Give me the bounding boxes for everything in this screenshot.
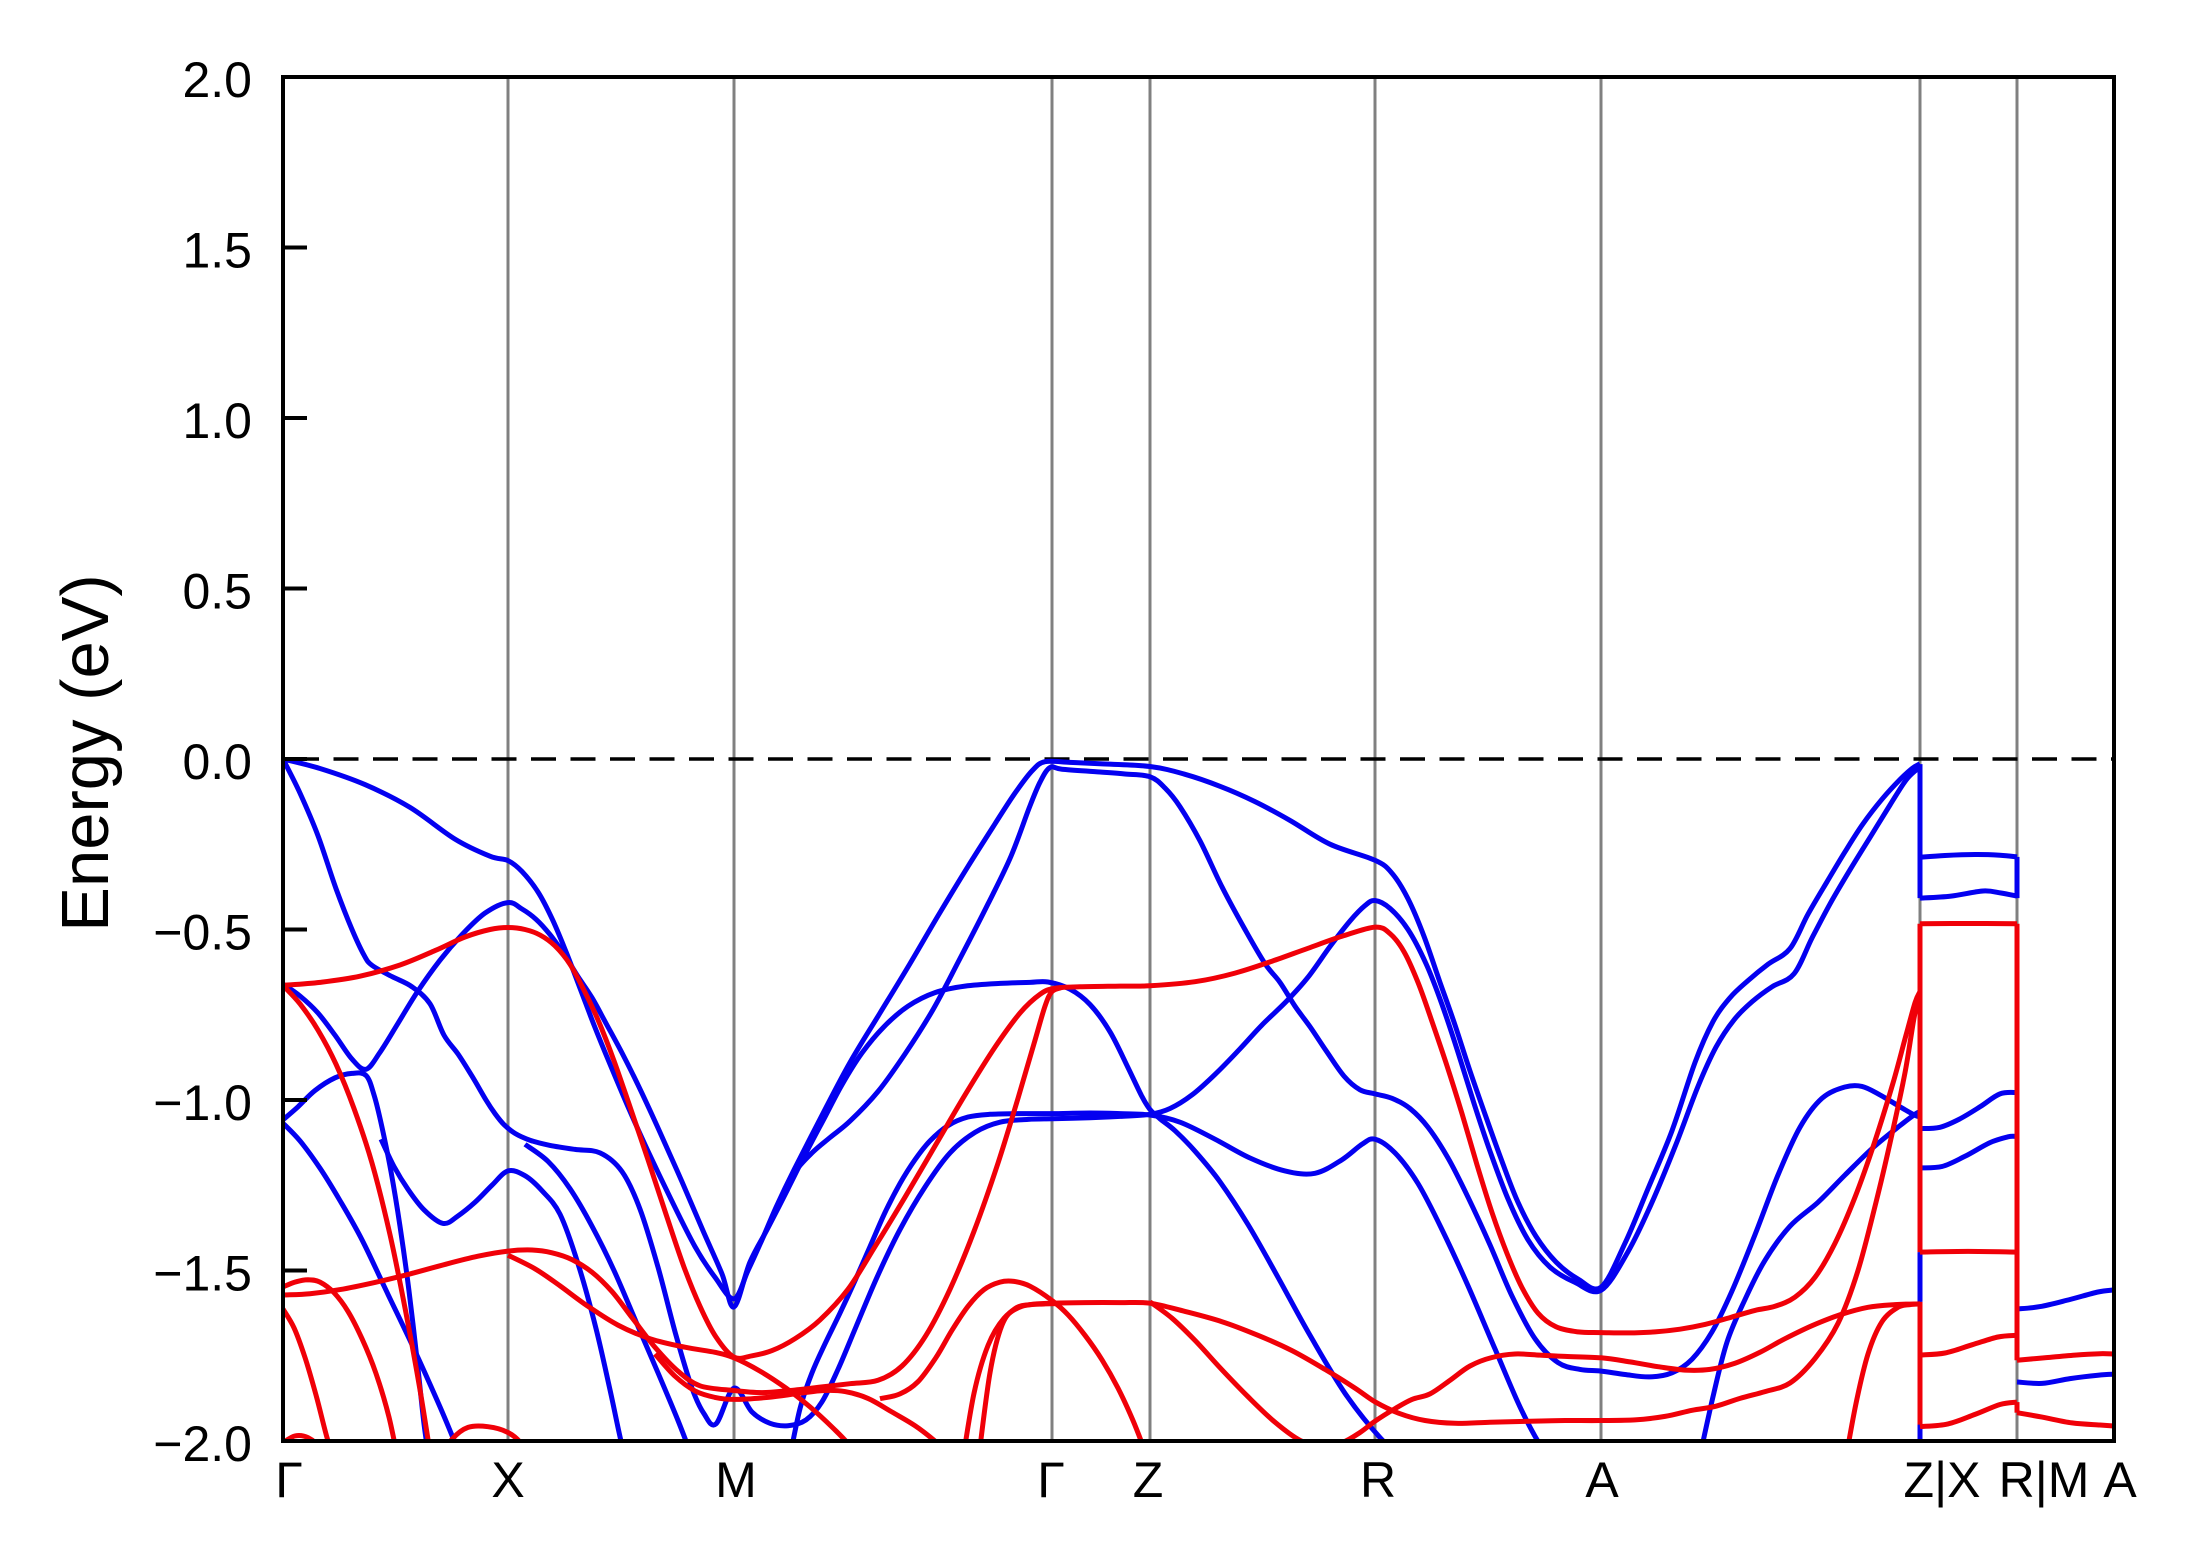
svg-text:X: X [491,1452,524,1508]
svg-text:1.0: 1.0 [182,393,252,449]
svg-text:−1.5: −1.5 [153,1246,252,1302]
svg-text:0.5: 0.5 [182,564,252,620]
svg-text:A: A [1585,1452,1619,1508]
svg-text:−0.5: −0.5 [153,905,252,961]
svg-text:Γ: Γ [275,1452,303,1508]
svg-text:Energy (eV): Energy (eV) [48,574,123,931]
svg-text:−2.0: −2.0 [153,1416,252,1472]
svg-text:0.0: 0.0 [182,734,252,790]
svg-text:1.5: 1.5 [182,223,252,279]
svg-text:Z|X: Z|X [1904,1452,1981,1508]
svg-text:2.0: 2.0 [182,52,252,108]
svg-text:R|M: R|M [1999,1452,2090,1508]
svg-text:−1.0: −1.0 [153,1075,252,1131]
svg-text:R: R [1360,1452,1396,1508]
svg-text:M: M [715,1452,757,1508]
svg-text:Z: Z [1133,1452,1164,1508]
svg-text:Γ: Γ [1037,1452,1065,1508]
svg-text:A: A [2103,1452,2137,1508]
